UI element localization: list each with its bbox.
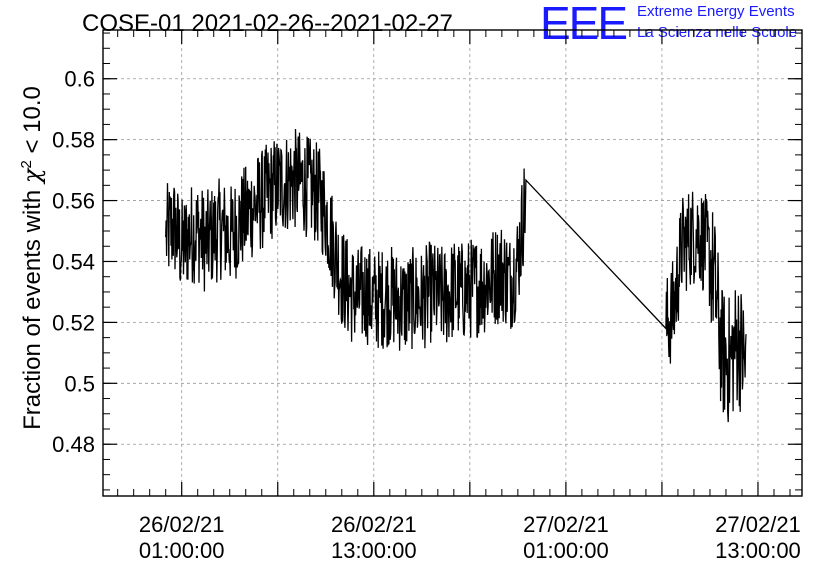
y-tick-label: 0.56 <box>52 189 95 214</box>
x-tick-label-date: 27/02/21 <box>523 512 609 537</box>
y-tick-label: 0.48 <box>52 432 95 457</box>
x-tick-label-date: 26/02/21 <box>331 512 417 537</box>
y-tick-label: 0.6 <box>64 67 95 92</box>
logo-line-1: Extreme Energy Events <box>637 3 795 20</box>
logo-line-2: La Scienza nelle Scuole <box>637 24 798 41</box>
chart-title: COSE-01 2021-02-26--2021-02-27 <box>82 10 453 37</box>
y-tick-label: 0.5 <box>64 371 95 396</box>
axes: 0.480.50.520.540.560.580.626/02/2101:00:… <box>52 30 802 563</box>
eee-logo: EEE <box>540 0 628 49</box>
y-axis-label-chi: χ <box>18 167 46 185</box>
y-axis-label-prefix: Fraction of events with <box>19 183 46 430</box>
x-tick-label-time: 01:00:00 <box>139 538 225 563</box>
y-axis-label-suffix: < 10.0 <box>19 86 46 160</box>
x-tick-label-time: 13:00:00 <box>331 538 417 563</box>
y-axis-label-sup: 2 <box>18 160 35 168</box>
x-tick-label-date: 26/02/21 <box>139 512 225 537</box>
y-tick-label: 0.54 <box>52 249 95 274</box>
y-tick-label: 0.58 <box>52 128 95 153</box>
y-tick-label: 0.52 <box>52 310 95 335</box>
x-tick-label-time: 01:00:00 <box>523 538 609 563</box>
plot-frame <box>102 29 803 497</box>
y-axis-label: Fraction of events with χ2 < 10.0 <box>18 86 46 430</box>
x-tick-label-time: 13:00:00 <box>715 538 801 563</box>
series-line <box>165 128 747 423</box>
x-tick-label-date: 27/02/21 <box>715 512 801 537</box>
